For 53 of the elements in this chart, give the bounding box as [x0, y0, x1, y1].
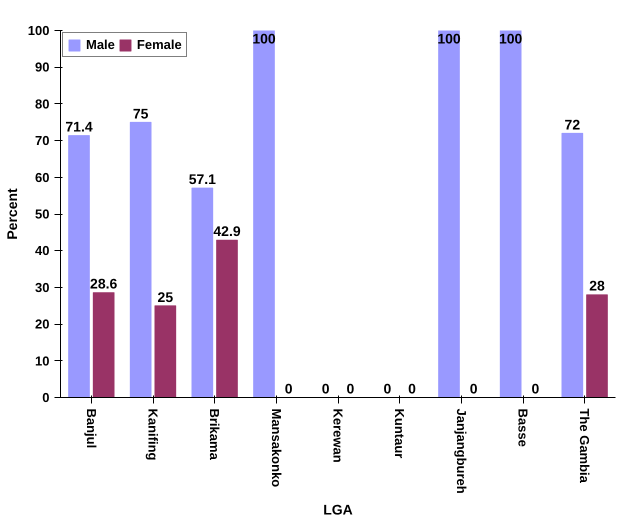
data-label: 100	[437, 30, 461, 46]
y-tick-label: 80	[35, 96, 50, 112]
data-label: 0	[408, 380, 416, 396]
y-tick-label: 50	[35, 206, 50, 222]
y-tick-label: 20	[35, 316, 50, 332]
y-tick-label: 10	[35, 353, 50, 368]
bar	[500, 30, 522, 398]
bar	[562, 132, 584, 398]
y-axis-title: Percent	[4, 188, 20, 240]
data-label: 71.4	[65, 118, 93, 134]
x-tick-label: The Gambia	[577, 408, 592, 484]
legend-label: Male	[86, 37, 115, 52]
bar	[253, 30, 275, 398]
x-axis-title: LGA	[323, 502, 353, 518]
data-label: 72	[564, 116, 580, 132]
data-label: 0	[470, 380, 478, 396]
data-label: 100	[498, 30, 523, 46]
bar	[154, 305, 176, 398]
legend-label: Female	[136, 37, 182, 52]
x-tick-label: Basse	[516, 408, 530, 447]
bar	[92, 292, 114, 398]
x-tick-label: Banjul	[84, 408, 99, 448]
x-tick-label: Brikama	[207, 408, 222, 461]
y-tick-label: 90	[35, 60, 50, 75]
y-tick-label: 30	[35, 280, 50, 295]
x-tick-label: Kerewan	[330, 408, 346, 463]
y-tick-label: 100	[28, 23, 50, 38]
y-tick-label: 70	[35, 133, 50, 148]
data-label: 28	[589, 278, 605, 294]
data-label: 0	[531, 380, 540, 396]
data-label: 0	[284, 380, 293, 396]
x-tick-label: Kanifing	[146, 408, 160, 461]
x-tick-label: Janjangbureh	[454, 408, 469, 494]
bar	[438, 30, 460, 398]
bar	[586, 294, 608, 398]
bar	[130, 122, 152, 398]
data-label: 28.6	[90, 276, 118, 292]
y-tick-label: 0	[42, 390, 50, 405]
y-tick-label: 40	[35, 243, 50, 258]
data-label: 0	[322, 380, 330, 396]
data-label: 75	[132, 105, 149, 122]
bar	[192, 188, 214, 398]
x-tick-label: Mansakonko	[268, 408, 284, 488]
x-tick-label: Kuntaur	[392, 408, 408, 458]
bar	[216, 240, 238, 398]
data-label: 42.9	[213, 223, 241, 240]
bar	[68, 135, 90, 398]
data-label: 0	[383, 380, 392, 396]
data-label: 0	[346, 380, 354, 396]
data-label: 100	[252, 30, 276, 46]
data-label: 57.1	[188, 170, 216, 187]
y-tick-label: 60	[35, 170, 50, 185]
data-label: 25	[158, 288, 174, 305]
